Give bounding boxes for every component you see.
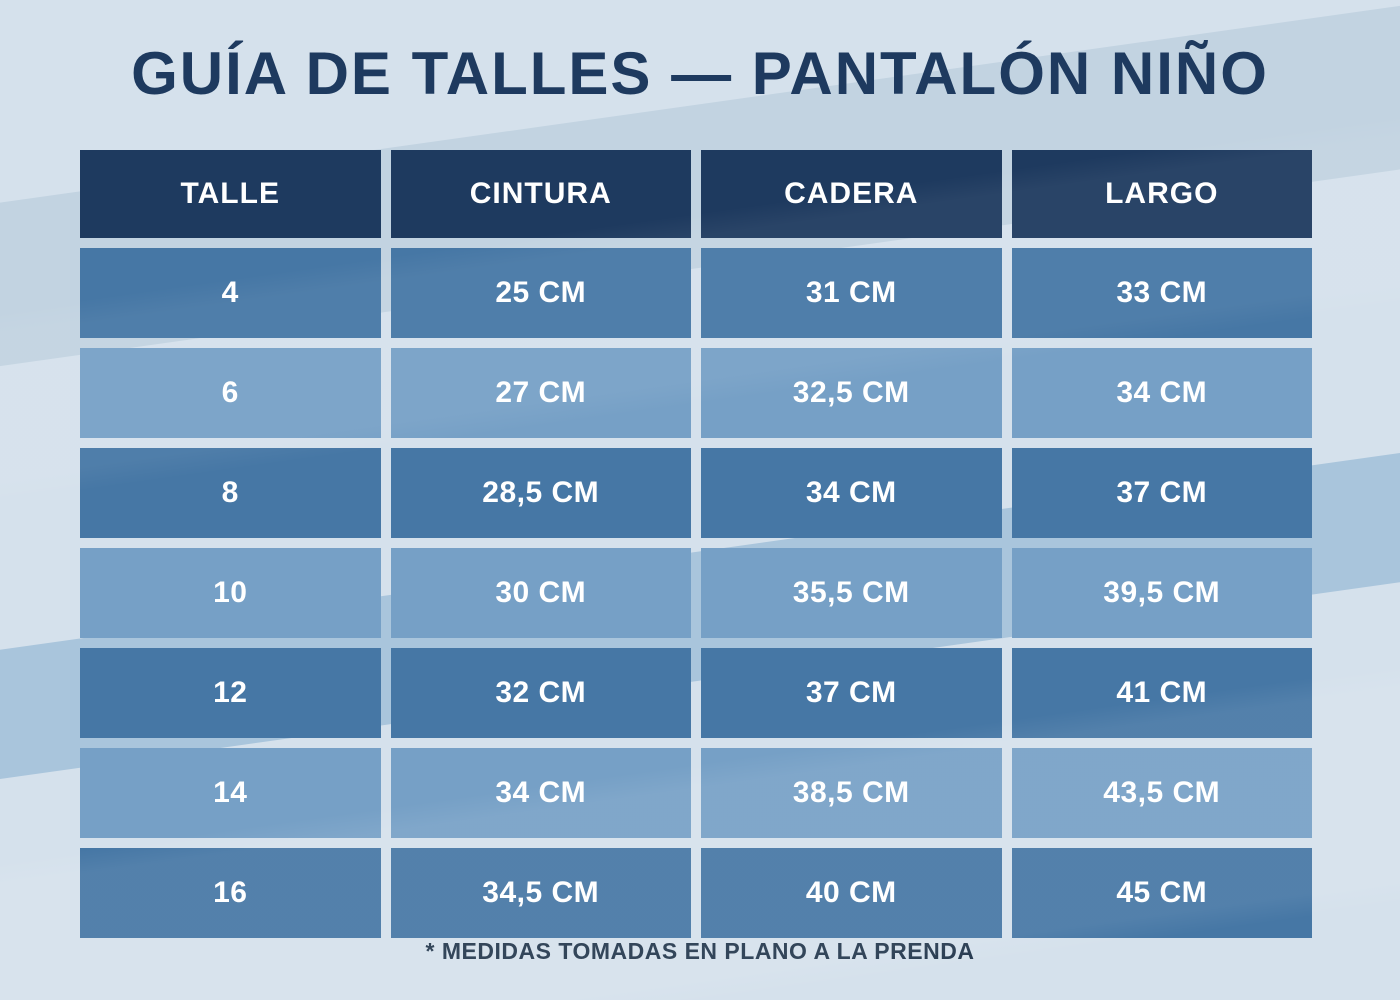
table-cell-cadera: 35,5 CM <box>701 548 1002 638</box>
table-cell-cintura: 34,5 CM <box>390 848 691 938</box>
table-cell-cintura: 32 CM <box>390 648 691 738</box>
table-body: 4 25 CM 31 CM 33 CM 6 27 CM 32,5 CM 34 C… <box>80 248 1312 938</box>
table-cell-cintura: 27 CM <box>390 348 691 438</box>
table-row: 14 34 CM 38,5 CM 43,5 CM <box>80 748 1312 838</box>
table-cell-cadera: 32,5 CM <box>701 348 1002 438</box>
header-cell-largo: LARGO <box>1011 150 1312 238</box>
table-cell-talle: 4 <box>80 248 381 338</box>
table-cell-cintura: 30 CM <box>390 548 691 638</box>
page-title: GUÍA DE TALLES — PANTALÓN NIÑO <box>131 40 1269 107</box>
table-row: 8 28,5 CM 34 CM 37 CM <box>80 448 1312 538</box>
table-cell-talle: 6 <box>80 348 381 438</box>
table-cell-cintura: 28,5 CM <box>390 448 691 538</box>
size-table: TALLE CINTURA CADERA LARGO 4 25 CM 31 CM… <box>80 150 1312 938</box>
table-cell-largo: 39,5 CM <box>1011 548 1312 638</box>
table-row: 12 32 CM 37 CM 41 CM <box>80 648 1312 738</box>
table-row: 6 27 CM 32,5 CM 34 CM <box>80 348 1312 438</box>
table-cell-cadera: 31 CM <box>701 248 1002 338</box>
table-cell-talle: 8 <box>80 448 381 538</box>
table-row: 4 25 CM 31 CM 33 CM <box>80 248 1312 338</box>
table-cell-talle: 16 <box>80 848 381 938</box>
table-cell-largo: 41 CM <box>1011 648 1312 738</box>
table-cell-largo: 33 CM <box>1011 248 1312 338</box>
table-row: 10 30 CM 35,5 CM 39,5 CM <box>80 548 1312 638</box>
table-cell-cintura: 25 CM <box>390 248 691 338</box>
header-cell-cadera: CADERA <box>701 150 1002 238</box>
table-row: 16 34,5 CM 40 CM 45 CM <box>80 848 1312 938</box>
table-cell-talle: 10 <box>80 548 381 638</box>
table-cell-talle: 14 <box>80 748 381 838</box>
header-cell-cintura: CINTURA <box>390 150 691 238</box>
table-cell-largo: 45 CM <box>1011 848 1312 938</box>
table-cell-largo: 34 CM <box>1011 348 1312 438</box>
table-cell-talle: 12 <box>80 648 381 738</box>
header-cell-talle: TALLE <box>80 150 381 238</box>
table-cell-largo: 37 CM <box>1011 448 1312 538</box>
table-cell-cintura: 34 CM <box>390 748 691 838</box>
table-cell-largo: 43,5 CM <box>1011 748 1312 838</box>
table-header-row: TALLE CINTURA CADERA LARGO <box>80 150 1312 238</box>
measurement-footnote: * MEDIDAS TOMADAS EN PLANO A LA PRENDA <box>425 938 975 964</box>
table-cell-cadera: 34 CM <box>701 448 1002 538</box>
table-cell-cadera: 40 CM <box>701 848 1002 938</box>
table-cell-cadera: 38,5 CM <box>701 748 1002 838</box>
table-cell-cadera: 37 CM <box>701 648 1002 738</box>
